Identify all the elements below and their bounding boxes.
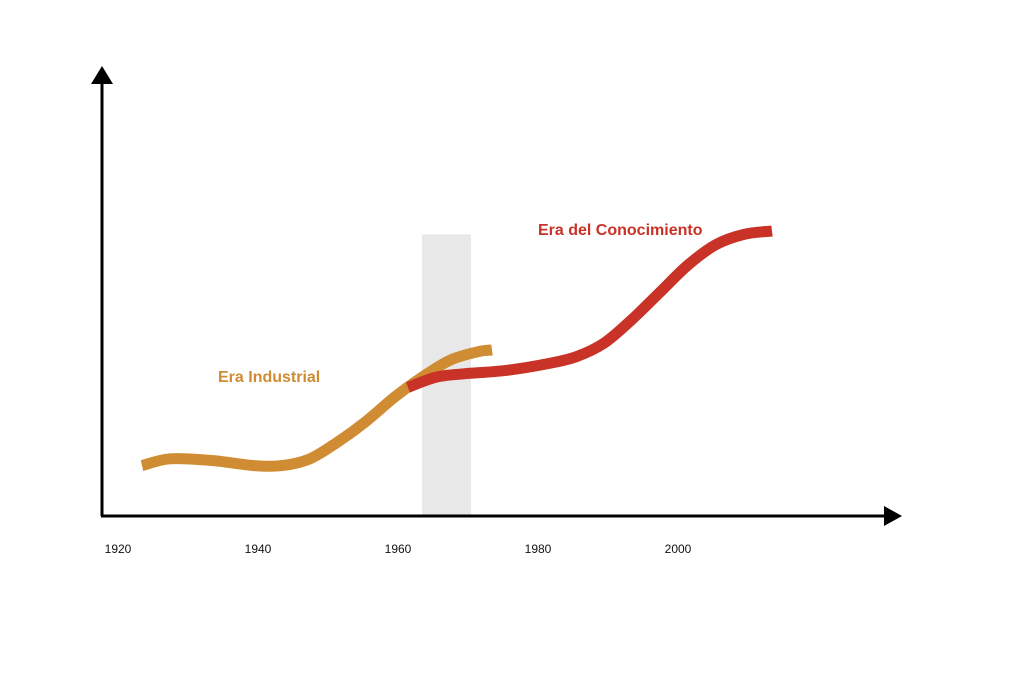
- series-label-era-industrial: Era Industrial: [218, 369, 320, 386]
- series-line-era-del-conocimiento: [406, 225, 773, 393]
- x-axis-arrow: [884, 506, 902, 526]
- x-tick-label: 1920: [105, 542, 132, 556]
- series-label-era-del-conocimiento: Era del Conocimiento: [538, 222, 703, 239]
- x-tick-label: 1980: [525, 542, 552, 556]
- x-tick-label: 1960: [385, 542, 412, 556]
- series-line-era-industrial: [140, 344, 493, 472]
- x-tick-label: 1940: [245, 542, 272, 556]
- x-tick-label: 2000: [665, 542, 692, 556]
- y-axis-arrow: [91, 66, 113, 84]
